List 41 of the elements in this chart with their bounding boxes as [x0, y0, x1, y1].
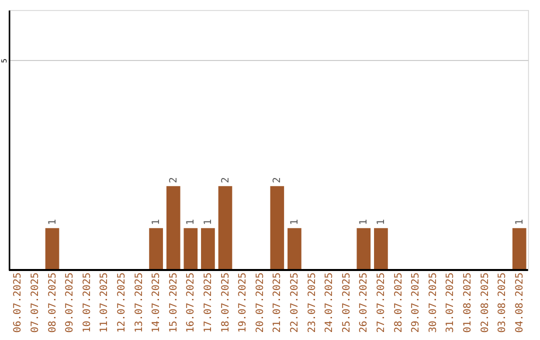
x-tick-label: 02.08.2025	[480, 272, 491, 333]
x-tick-label: 11.07.2025	[99, 272, 110, 333]
x-tick-label: 01.08.2025	[462, 272, 474, 333]
x-tick-label: 15.07.2025	[168, 272, 180, 333]
x-tick-label: 17.07.2025	[202, 272, 214, 333]
x-tick-label: 12.07.2025	[116, 272, 128, 333]
data-label: 1	[186, 219, 197, 226]
x-tick-label: 26.07.2025	[358, 272, 370, 333]
x-tick-label: 25.07.2025	[341, 272, 352, 333]
data-label: 1	[514, 219, 526, 226]
data-label: 2	[272, 177, 284, 184]
x-tick-label: 16.07.2025	[186, 272, 197, 333]
x-tick-label: 06.07.2025	[12, 272, 24, 333]
x-tick-label: 13.07.2025	[134, 272, 145, 333]
x-tick-label: 23.07.2025	[306, 272, 318, 333]
data-label: 1	[151, 219, 162, 226]
x-tick-label: 04.08.2025	[514, 272, 526, 333]
x-tick-label: 08.07.2025	[47, 272, 58, 333]
data-label: 1	[47, 219, 58, 226]
data-label: 1	[376, 219, 387, 226]
x-tick-label: 28.07.2025	[393, 272, 404, 333]
x-tick-label: 27.07.2025	[376, 272, 387, 333]
x-tick-label: 24.07.2025	[324, 272, 336, 333]
x-tick-label: 31.07.2025	[445, 272, 456, 333]
x-tick-label: 03.08.2025	[497, 272, 508, 333]
x-tick-label: 21.07.2025	[272, 272, 284, 333]
x-tick-label: 30.07.2025	[428, 272, 439, 333]
x-tick-label: 19.07.2025	[238, 272, 249, 333]
x-tick-label: 18.07.2025	[220, 272, 232, 333]
x-tick-label: 22.07.2025	[289, 272, 300, 333]
x-tick-label: 14.07.2025	[151, 272, 162, 333]
x-tick-label: 09.07.2025	[64, 272, 76, 333]
x-tick-label: 29.07.2025	[410, 272, 422, 333]
data-label: 2	[168, 177, 180, 184]
data-label: 2	[220, 177, 232, 184]
x-tick-label: 20.07.2025	[254, 272, 266, 333]
data-label: 1	[289, 219, 300, 226]
data-label: 1	[358, 219, 370, 226]
data-label: 1	[202, 219, 214, 226]
x-tick-label: 10.07.2025	[82, 272, 93, 333]
x-tick-label: 07.07.2025	[30, 272, 41, 333]
